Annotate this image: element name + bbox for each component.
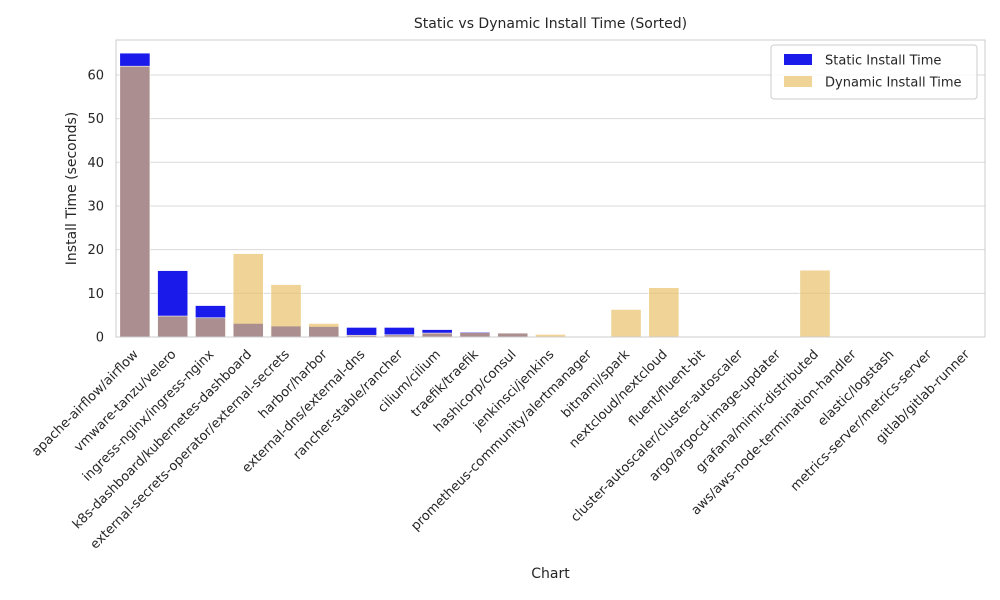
bar-dynamic [497,332,529,338]
y-tick-label: 30 [87,199,104,214]
bars [119,52,831,338]
bar-dynamic [270,284,302,338]
bar-dynamic [648,287,680,338]
bar-dynamic [421,332,453,338]
legend-label: Dynamic Install Time [825,76,962,91]
y-axis-label: Install Time (seconds) [64,112,80,265]
bar-dynamic [459,332,491,338]
y-tick-label: 10 [87,287,104,302]
legend-label: Static Install Time [825,54,941,69]
bar-dynamic [232,253,264,338]
bar-dynamic [610,309,642,338]
bar-dynamic [308,323,340,338]
legend-swatch [784,54,812,65]
y-tick-label: 20 [87,243,104,258]
plot-frame [115,39,986,338]
bar-dynamic [195,317,226,338]
x-axis-label: Chart [531,566,570,582]
y-tick-labels: 0 10 20 30 40 50 60 [87,68,104,345]
legend-box [770,44,978,100]
y-tick-label: 60 [87,68,104,83]
legend-swatch [784,76,812,87]
bar-dynamic [799,269,831,338]
bar-dynamic [119,65,151,338]
bar-dynamic [157,315,189,338]
legend: Static Install Time Dynamic Install Time [770,44,978,100]
y-tick-label: 50 [87,112,104,127]
y-tick-label: 0 [96,331,104,346]
chart-title: Static vs Dynamic Install Time (Sorted) [414,16,687,32]
y-tick-label: 40 [87,156,104,171]
